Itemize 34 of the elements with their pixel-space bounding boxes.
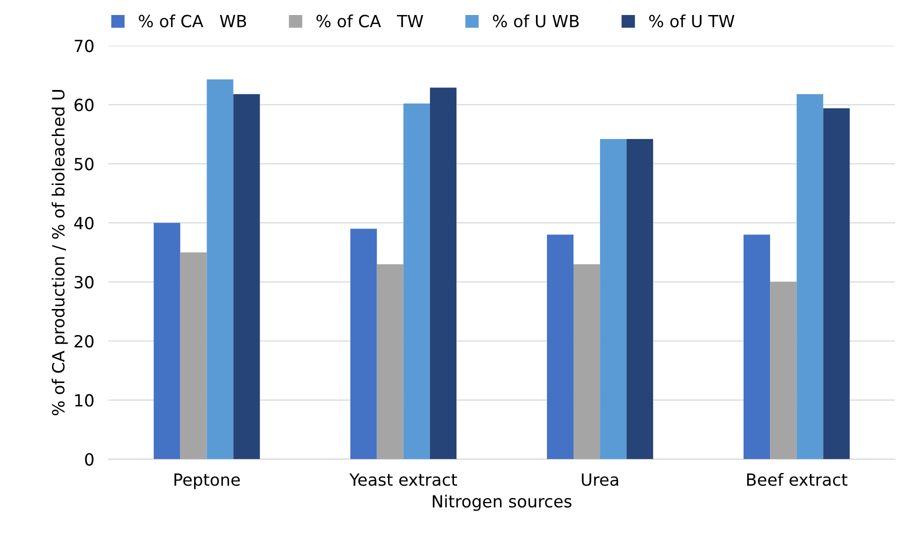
x-tick-label: Urea (582, 474, 618, 486)
bar (626, 138, 654, 460)
x-tick-label: Beef extract (747, 473, 848, 486)
y-tick-label: 20 (74, 334, 94, 348)
bar (233, 94, 260, 460)
bar (430, 88, 456, 460)
y-tick-label: 30 (74, 276, 94, 288)
bar (206, 79, 234, 460)
bar (744, 234, 770, 460)
bar (376, 264, 404, 460)
y-tick-label: 50 (74, 158, 94, 170)
bar (154, 222, 180, 460)
legend-label: % of U TW (649, 14, 734, 28)
y-axis-title: % of CA production / % of bioleached U (52, 90, 68, 416)
bar (180, 252, 207, 460)
x-tick-label: Yeast extract (349, 474, 458, 486)
bar (796, 94, 824, 460)
x-axis-title: Nitrogen sources (432, 494, 572, 511)
bar (600, 138, 627, 460)
bar (350, 228, 377, 460)
legend-label: % of CA TW (316, 14, 424, 28)
y-tick-label: 70 (74, 40, 94, 52)
x-tick-label: Peptone (174, 474, 240, 490)
legend-label: % of U WB (492, 14, 579, 28)
bar (403, 104, 430, 460)
y-tick-label: 10 (75, 394, 94, 407)
y-tick-label: 0 (85, 453, 94, 466)
bar (770, 282, 797, 460)
bar (823, 108, 850, 460)
bar (546, 234, 574, 460)
legend-label: % of CA WB (138, 14, 246, 28)
y-tick-label: 40 (74, 216, 94, 230)
y-tick-label: 60 (74, 98, 94, 112)
bar (573, 264, 600, 460)
